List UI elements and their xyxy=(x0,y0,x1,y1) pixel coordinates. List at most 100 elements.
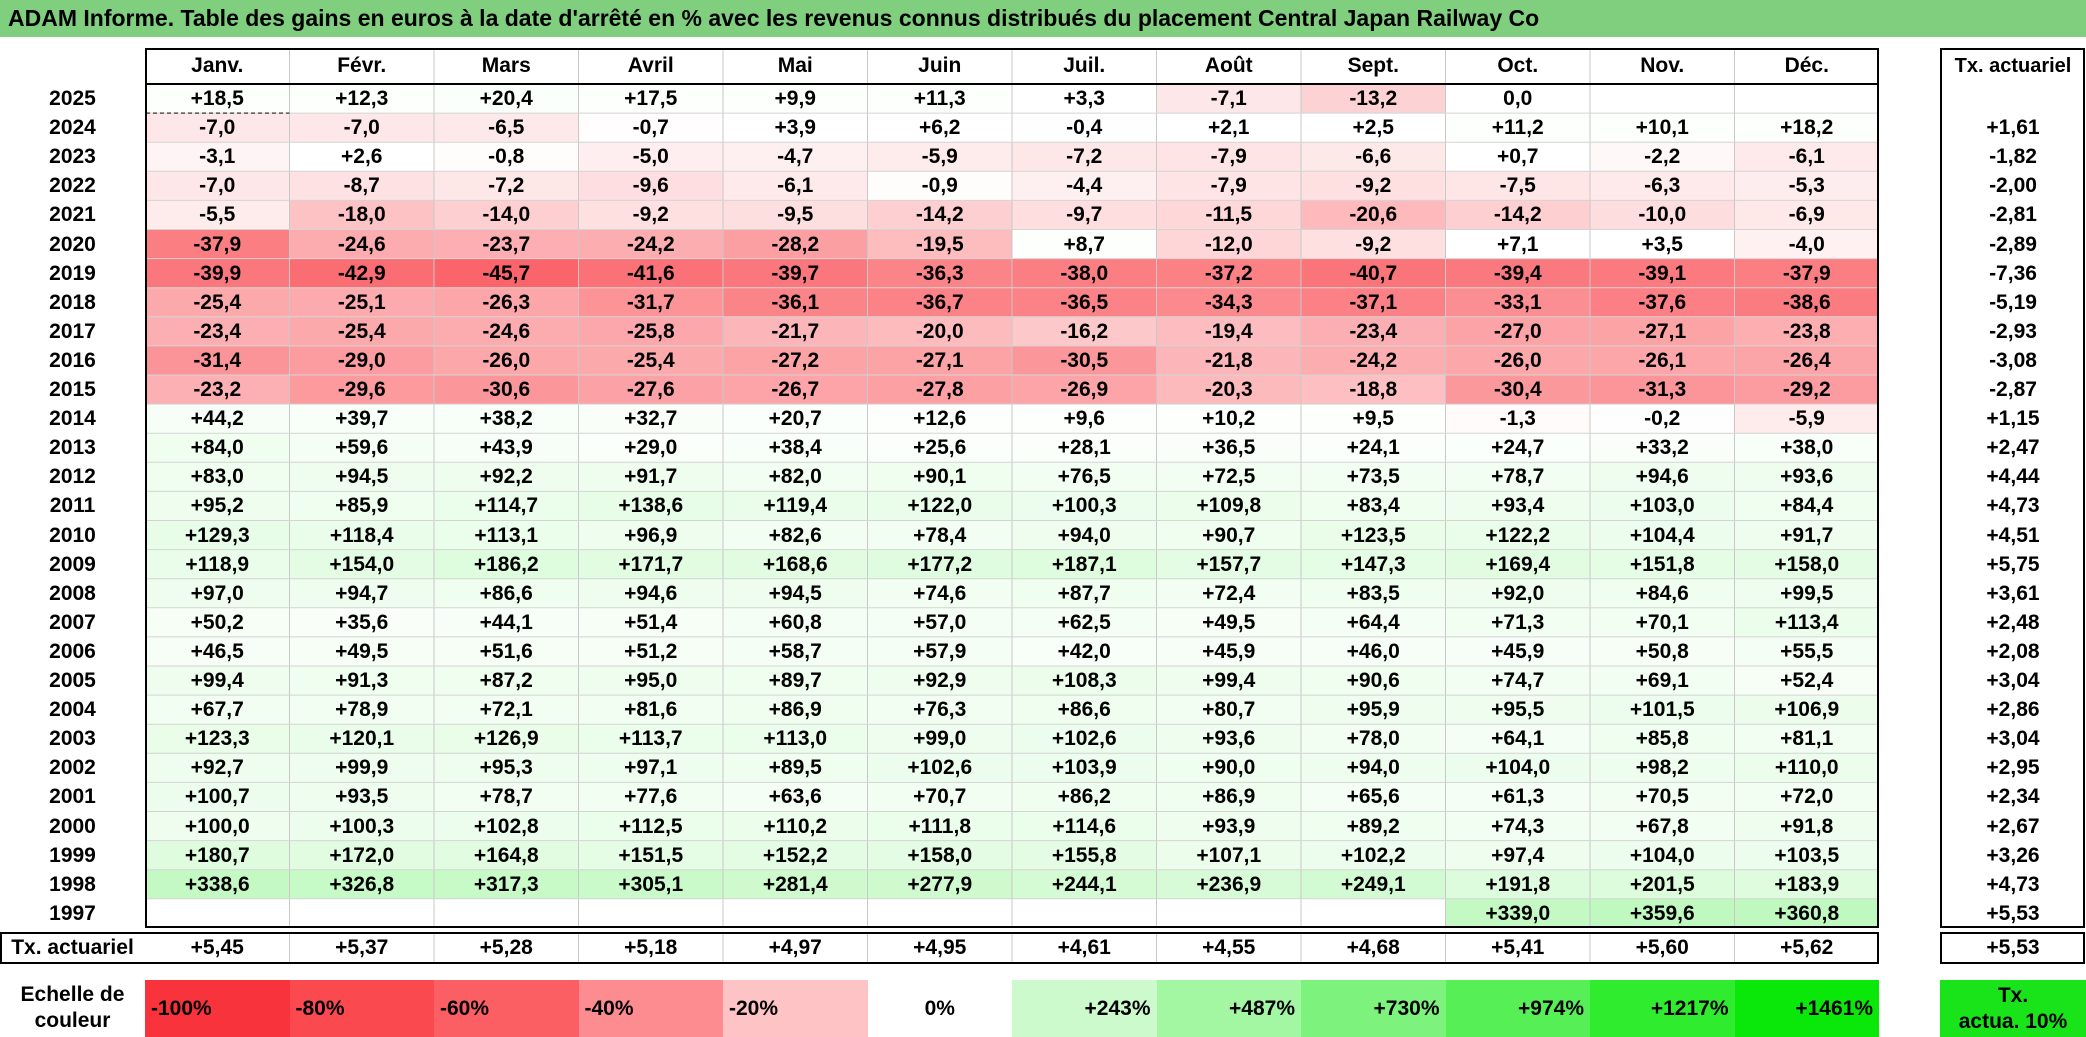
month-header: Juin xyxy=(918,54,962,77)
table-cell: +99,5 xyxy=(1734,578,1879,608)
total-rate: +5,37 xyxy=(335,935,389,959)
table-cell: +20,4 xyxy=(434,84,579,114)
legend-rate-line: actua. 10% xyxy=(1958,1010,2068,1033)
report-title: ADAM Informe. Table des gains en euros à… xyxy=(0,0,2086,37)
month-header: Mars xyxy=(481,54,531,77)
table-cell: +8,7 xyxy=(1012,229,1157,259)
table-cell: +90,1 xyxy=(867,462,1012,492)
legend-swatch: -60% xyxy=(434,980,579,1037)
table-cell: +118,9 xyxy=(145,549,290,579)
table-cell: +201,5 xyxy=(1590,869,1735,899)
table-cell: -39,9 xyxy=(145,258,290,288)
table-cell xyxy=(1301,898,1446,928)
table-cell: -1,3 xyxy=(1445,404,1590,434)
totals-label: Tx. actuariel xyxy=(11,935,134,959)
table-cell: -31,4 xyxy=(145,345,290,375)
table-cell: +186,2 xyxy=(434,549,579,579)
table-cell: +305,1 xyxy=(578,869,723,899)
table-cell: -25,8 xyxy=(578,316,723,346)
table-cell: -19,5 xyxy=(867,229,1012,259)
table-cell: +191,8 xyxy=(1445,869,1590,899)
table-cell: +110,0 xyxy=(1734,753,1879,783)
row-rate: +1,61 xyxy=(1986,116,2040,140)
table-cell: +110,2 xyxy=(723,811,868,841)
table-cell: +86,9 xyxy=(1156,782,1301,812)
year-label: 2004 xyxy=(49,698,96,722)
table-cell: -19,4 xyxy=(1156,316,1301,346)
row-rate: +5,53 xyxy=(1986,901,2040,925)
table-cell: -9,2 xyxy=(1301,171,1446,201)
table-cell: -37,2 xyxy=(1156,258,1301,288)
table-cell: +157,7 xyxy=(1156,549,1301,579)
table-cell: +154,0 xyxy=(289,549,434,579)
row-rate: +3,61 xyxy=(1986,581,2040,605)
row-rate: -3,08 xyxy=(1989,348,2037,372)
table-cell: +92,7 xyxy=(145,753,290,783)
table-cell: -33,1 xyxy=(1445,287,1590,317)
table-cell: +50,8 xyxy=(1590,636,1735,666)
table-cell: 0,0 xyxy=(1445,84,1590,114)
table-cell: +62,5 xyxy=(1012,607,1157,637)
year-label: 2008 xyxy=(49,581,96,605)
table-cell: +57,9 xyxy=(867,636,1012,666)
table-cell: -14,0 xyxy=(434,200,579,230)
table-cell: +86,9 xyxy=(723,695,868,725)
table-cell: +44,1 xyxy=(434,607,579,637)
table-cell: +94,0 xyxy=(1301,753,1446,783)
legend-swatch: +243% xyxy=(1012,980,1157,1037)
table-cell: +70,1 xyxy=(1590,607,1735,637)
table-cell: -45,7 xyxy=(434,258,579,288)
table-cell: +9,9 xyxy=(723,84,868,114)
table-cell: -4,4 xyxy=(1012,171,1157,201)
table-cell: +86,2 xyxy=(1012,782,1157,812)
table-cell: -6,5 xyxy=(434,113,579,143)
year-label: 2025 xyxy=(49,87,96,110)
year-label: 2002 xyxy=(49,756,96,780)
table-cell: -6,6 xyxy=(1301,142,1446,172)
table-cell: -7,2 xyxy=(1012,142,1157,172)
table-cell xyxy=(578,898,723,928)
row-rate: +4,44 xyxy=(1986,465,2040,489)
table-cell: +63,6 xyxy=(723,782,868,812)
table-cell: +95,2 xyxy=(145,491,290,521)
total-rate: +5,41 xyxy=(1491,935,1545,959)
table-cell: -37,9 xyxy=(145,229,290,259)
table-cell: +20,7 xyxy=(723,404,868,434)
legend-rate-swatch: Tx. actua. 10% xyxy=(1940,980,2086,1037)
table-cell: -7,0 xyxy=(289,113,434,143)
table-cell: +94,0 xyxy=(1012,520,1157,550)
month-header: Mai xyxy=(777,54,813,77)
table-cell: +36,5 xyxy=(1156,433,1301,463)
table-cell: -0,2 xyxy=(1590,404,1735,434)
row-rate: +4,73 xyxy=(1986,872,2040,896)
table-cell: +74,7 xyxy=(1445,666,1590,696)
table-cell: +60,8 xyxy=(723,607,868,637)
table-cell xyxy=(1156,898,1301,928)
total-rate: +4,97 xyxy=(768,935,822,959)
table-cell: -9,7 xyxy=(1012,200,1157,230)
month-header: Juil. xyxy=(1063,54,1106,77)
table-cell: +83,5 xyxy=(1301,578,1446,608)
table-cell: -4,7 xyxy=(723,142,868,172)
table-cell: -38,6 xyxy=(1734,287,1879,317)
table-cell: -6,9 xyxy=(1734,200,1879,230)
legend-label-line: Echelle de xyxy=(20,983,125,1006)
table-cell: +0,7 xyxy=(1445,142,1590,172)
year-label: 2005 xyxy=(49,669,96,692)
table-cell: -24,6 xyxy=(289,229,434,259)
table-cell: +74,6 xyxy=(867,578,1012,608)
row-rate: +2,47 xyxy=(1986,436,2040,460)
table-cell: +277,9 xyxy=(867,869,1012,899)
table-cell: +97,4 xyxy=(1445,840,1590,870)
table-cell: +236,9 xyxy=(1156,869,1301,899)
legend-label: Echelle de couleur xyxy=(0,982,145,1034)
table-cell: +49,5 xyxy=(289,636,434,666)
year-label: 2001 xyxy=(49,785,96,809)
table-cell: -5,5 xyxy=(145,200,290,230)
year-label: 1999 xyxy=(49,843,96,867)
table-cell: +18,5 xyxy=(145,84,290,114)
row-rate: -2,00 xyxy=(1989,174,2037,198)
year-label: 2014 xyxy=(49,407,96,431)
total-rate: +4,55 xyxy=(1202,935,1256,959)
table-cell: +42,0 xyxy=(1012,636,1157,666)
